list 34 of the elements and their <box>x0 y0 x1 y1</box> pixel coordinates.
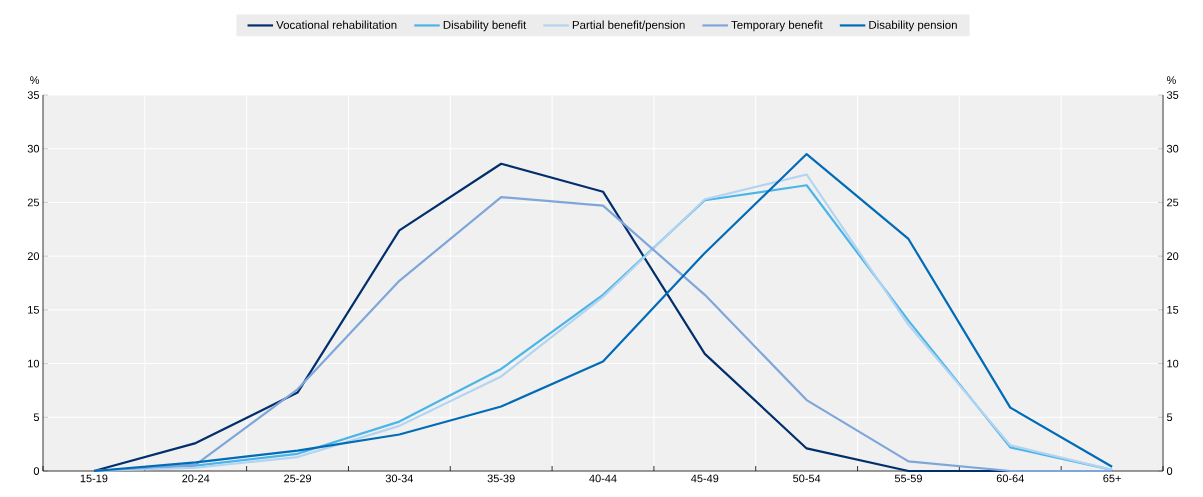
y2-tick-label: 15 <box>1167 306 1179 314</box>
legend-label: Disability benefit <box>443 20 527 32</box>
y-tick-label: 35 <box>27 91 40 99</box>
legend-label: Vocational rehabilitation <box>276 20 397 29</box>
y2-tick-label: 0 <box>1166 467 1173 475</box>
y2-tick-label: 30 <box>1166 144 1179 153</box>
x-tick-label: 30-34 <box>385 474 414 483</box>
y2-tick-label: 20 <box>1167 252 1179 261</box>
y-axis-title: % <box>30 76 40 84</box>
y-tick-label: 30 <box>27 144 40 153</box>
y2-axis-title: % <box>1166 76 1176 84</box>
x-tick-label: 35-39 <box>487 474 515 483</box>
y-tick-label: 20 <box>27 252 40 261</box>
x-tick-label: 25-29 <box>284 474 312 483</box>
y-tick-label: 5 <box>33 413 40 422</box>
x-tick-label: 50-54 <box>793 474 821 483</box>
y2-tick-label: 5 <box>1166 413 1173 422</box>
legend-label: Temporary benefit <box>731 20 823 32</box>
x-tick-label: 20-24 <box>182 474 210 483</box>
y2-tick-label: 35 <box>1166 91 1179 99</box>
x-tick-label: 65+ <box>1103 474 1121 483</box>
x-tick-label: 40-44 <box>589 474 617 483</box>
x-tick-label: 15-19 <box>80 474 108 483</box>
y-tick-label: 10 <box>28 359 40 368</box>
legend-label: Disability pension <box>869 20 957 32</box>
y2-tick-label: 10 <box>1167 359 1179 368</box>
y-tick-label: 15 <box>28 306 40 314</box>
x-tick-label: 45-49 <box>691 474 719 483</box>
legend-label: Partial benefit/pension <box>572 20 685 32</box>
x-tick-label: 60-64 <box>996 474 1024 483</box>
y2-tick-label: 25 <box>1167 198 1179 207</box>
y-tick-label: 0 <box>33 467 40 475</box>
y-tick-label: 25 <box>27 198 40 207</box>
x-tick-label: 55-59 <box>894 474 922 483</box>
